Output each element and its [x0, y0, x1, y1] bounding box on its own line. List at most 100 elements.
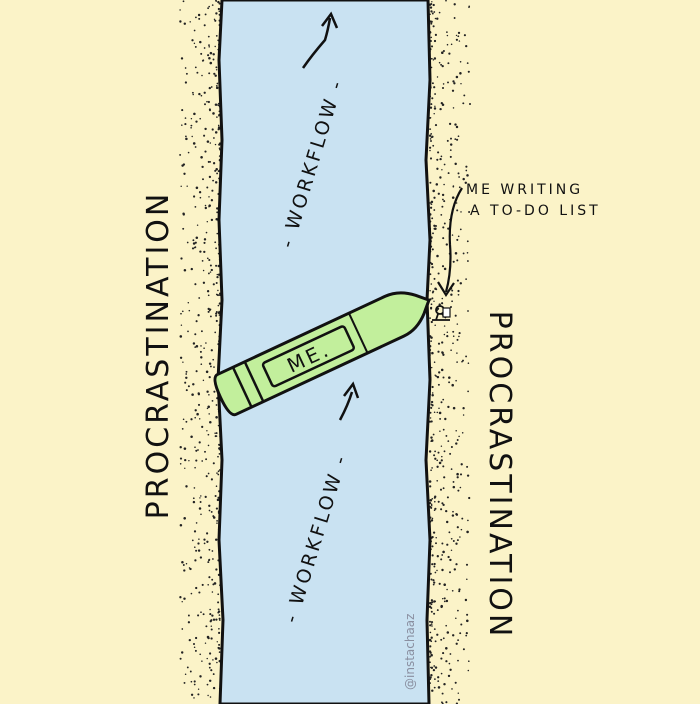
sand-speckle: [194, 146, 197, 148]
sand-speckle: [438, 411, 442, 415]
sand-speckle: [184, 381, 187, 384]
sand-speckle: [182, 163, 186, 166]
sand-speckle: [217, 126, 221, 129]
sand-speckle: [199, 653, 202, 656]
sand-speckle: [446, 496, 449, 499]
sand-speckle: [452, 186, 455, 188]
sand-speckle: [193, 42, 196, 45]
sand-speckle: [436, 307, 440, 310]
sand-speckle: [183, 447, 187, 450]
sand-speckle: [198, 418, 201, 420]
sand-speckle: [441, 568, 444, 572]
sand-speckle: [208, 108, 211, 111]
sand-speckle: [209, 271, 212, 273]
sand-speckle: [446, 588, 448, 591]
sand-speckle: [445, 520, 449, 524]
sand-speckle: [463, 94, 466, 97]
sand-speckle: [441, 193, 445, 197]
sand-speckle: [445, 599, 449, 603]
sand-speckle: [207, 310, 210, 313]
sand-speckle: [462, 648, 465, 651]
sand-speckle: [210, 478, 213, 481]
sand-speckle: [215, 34, 218, 37]
sand-speckle: [202, 613, 205, 616]
sand-speckle: [439, 176, 442, 179]
sand-speckle: [217, 601, 220, 604]
sand-speckle: [213, 366, 215, 368]
sand-speckle: [428, 650, 432, 653]
sand-speckle: [429, 146, 432, 149]
sand-speckle: [457, 35, 460, 38]
sand-speckle: [440, 401, 443, 404]
sand-speckle: [456, 361, 458, 363]
sand-speckle: [215, 12, 218, 15]
sand-speckle: [203, 250, 206, 254]
sand-speckle: [205, 342, 207, 344]
sand-speckle: [216, 520, 218, 522]
sand-speckle: [208, 5, 210, 8]
sand-speckle: [438, 371, 441, 374]
sand-speckle: [454, 162, 457, 166]
sand-speckle: [455, 542, 458, 545]
sand-speckle: [461, 517, 464, 520]
sand-speckle: [445, 0, 447, 2]
sand-speckle: [430, 436, 433, 439]
sand-speckle: [209, 61, 213, 65]
sand-speckle: [452, 480, 455, 483]
sand-speckle: [193, 195, 196, 198]
annotation-line2: A TO-DO LIST: [470, 203, 601, 219]
sand-speckle: [209, 161, 212, 163]
sand-speckle: [456, 338, 459, 341]
sand-speckle: [452, 540, 455, 542]
sand-speckle: [458, 590, 461, 593]
sand-speckle: [185, 373, 188, 375]
sand-speckle: [437, 192, 440, 195]
sand-speckle: [449, 155, 452, 158]
sand-speckle: [437, 676, 440, 679]
sand-speckle: [197, 393, 201, 396]
sand-speckle: [428, 420, 432, 423]
sand-speckle: [192, 500, 196, 504]
sand-speckle: [447, 440, 450, 442]
sand-speckle: [211, 189, 214, 192]
sand-speckle: [429, 661, 431, 664]
sand-speckle: [459, 228, 462, 231]
sand-speckle: [207, 294, 210, 297]
sand-speckle: [179, 524, 183, 527]
sand-speckle: [217, 0, 220, 4]
sand-speckle: [442, 49, 445, 53]
sand-speckle: [442, 637, 445, 640]
sand-speckle: [465, 169, 468, 172]
sand-speckle: [450, 43, 453, 46]
sand-speckle: [431, 82, 434, 85]
sand-speckle: [437, 350, 440, 353]
sand-speckle: [213, 18, 216, 21]
sand-speckle: [449, 558, 452, 562]
sand-speckle: [195, 459, 198, 462]
sand-speckle: [465, 44, 468, 48]
sand-speckle: [204, 204, 207, 207]
sand-speckle: [180, 312, 182, 315]
sand-speckle: [459, 473, 463, 476]
sand-speckle: [201, 583, 204, 586]
sand-speckle: [190, 592, 193, 595]
sand-speckle: [430, 519, 434, 522]
sand-speckle: [467, 70, 470, 73]
sand-speckle: [208, 394, 210, 396]
sand-speckle: [195, 549, 198, 552]
sand-speckle: [454, 123, 457, 126]
sand-speckle: [430, 653, 433, 657]
sand-speckle: [194, 559, 197, 562]
sand-speckle: [188, 460, 190, 462]
sand-speckle: [216, 232, 219, 235]
sand-speckle: [217, 289, 219, 292]
sand-speckle: [192, 497, 195, 500]
sand-speckle: [217, 610, 221, 613]
sand-speckle: [430, 36, 433, 39]
sand-speckle: [216, 522, 218, 524]
sand-speckle: [183, 569, 186, 572]
arrowhead-up-icon: [343, 381, 360, 399]
sand-speckle: [445, 647, 448, 650]
sand-speckle: [455, 34, 458, 37]
